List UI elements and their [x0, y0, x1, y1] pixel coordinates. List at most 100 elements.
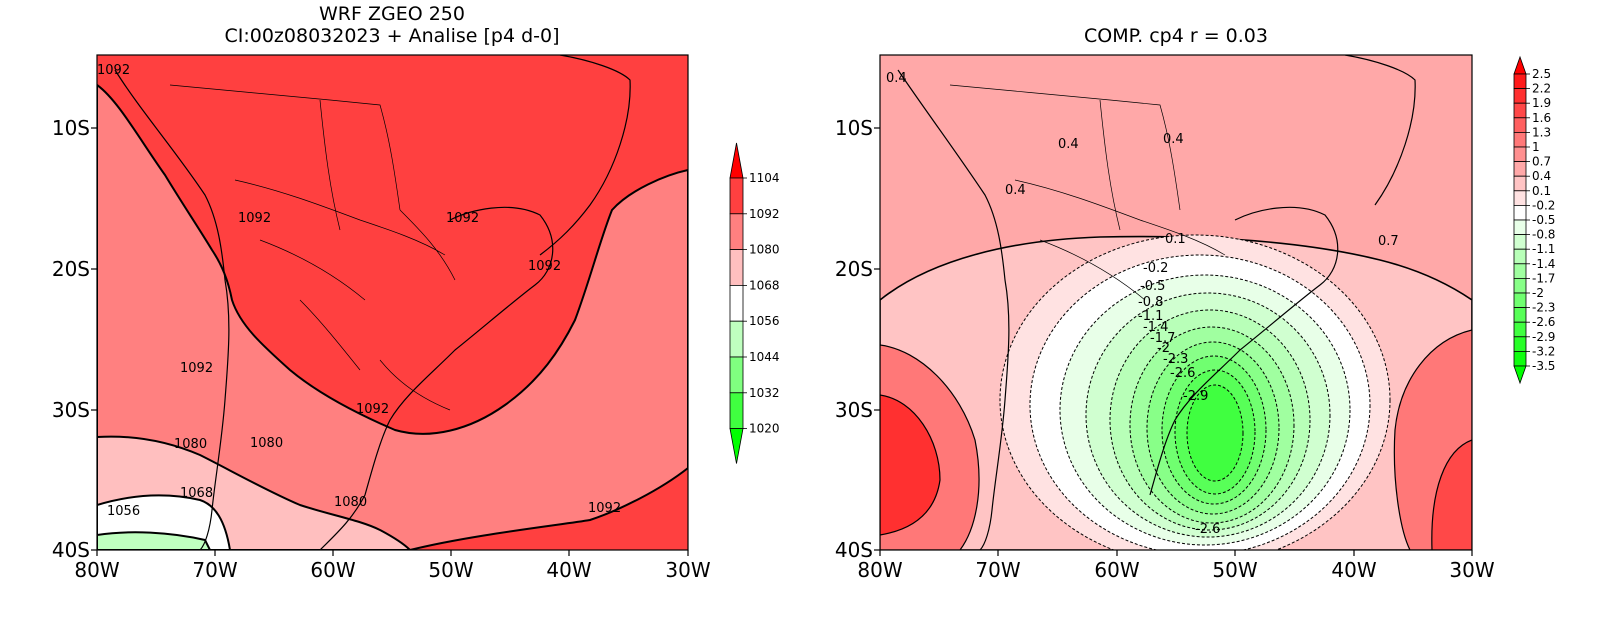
right-lon-label-70w: 70W — [975, 558, 1020, 582]
left-lat-axis: 10S 20S 30S 40S — [52, 116, 90, 562]
right-map-frame — [879, 54, 1473, 551]
right-colorbar-swatch — [1513, 131, 1527, 148]
right-axis-ticks — [874, 127, 1473, 556]
left-filled-contours — [97, 55, 688, 550]
left-axis-ticks — [91, 127, 689, 556]
right-colorbar-swatch — [1513, 350, 1527, 367]
right-colorbar-label: -2 — [1532, 286, 1544, 300]
left-map-panel: WRF ZGEO 250 CI:00z08032023 + Analise [p… — [52, 3, 780, 582]
left-colorbar: 1104 1092 1080 1068 1056 1044 1032 1020 — [729, 142, 780, 464]
right-colorbar-swatch — [1513, 117, 1527, 133]
left-lon-label-70w: 70W — [192, 558, 237, 582]
right-contour-label: 0.1 — [1165, 232, 1186, 247]
right-field-west-core — [880, 394, 941, 536]
left-colorbar-swatch — [729, 356, 744, 394]
right-lon-label-80w: 80W — [857, 558, 902, 582]
right-map-panel: COMP. cp4 r = 0.03 0.4 0.4 0.4 — [835, 25, 1556, 582]
left-colorbar-swatch — [729, 177, 744, 215]
right-contour-label: -2.6 — [1170, 366, 1195, 381]
right-contour-label: 0.4 — [1005, 183, 1026, 198]
right-contour-label: -0.8 — [1138, 295, 1163, 310]
left-colorbar-triangle-bottom — [729, 428, 744, 464]
right-contour-label: -0.5 — [1140, 279, 1165, 294]
left-contour-labels: 1092 1092 1092 1092 1092 1092 1092 1080 … — [97, 63, 621, 519]
right-lat-label-30s: 30S — [835, 398, 873, 422]
left-lon-label-30w: 30W — [665, 558, 710, 582]
right-lat-axis: 10S 20S 30S 40S — [835, 116, 873, 562]
right-lon-label-40w: 40W — [1331, 558, 1376, 582]
right-contour-label: -2.9 — [1183, 389, 1208, 404]
right-contour-label: 0.4 — [1058, 137, 1079, 152]
left-lat-label-40s: 40S — [52, 538, 90, 562]
right-lon-axis: 80W 70W 60W 50W 40W 30W — [857, 558, 1494, 582]
right-contour-label: -2 — [1157, 341, 1170, 356]
right-colorbar-swatch — [1513, 146, 1527, 163]
left-lat-label-30s: 30S — [52, 398, 90, 422]
right-colorbar-triangle-bottom — [1513, 365, 1527, 385]
left-colorbar-label: 1104 — [749, 171, 780, 185]
right-colorbar-label: -2.3 — [1532, 301, 1555, 315]
left-title-line1: WRF ZGEO 250 — [319, 3, 465, 25]
right-colorbar-swatch — [1513, 204, 1527, 221]
left-colorbar-label: 1068 — [749, 278, 780, 292]
left-colorbar-label: 1044 — [749, 350, 780, 364]
right-lon-label-30w: 30W — [1449, 558, 1494, 582]
right-colorbar-label: -2.6 — [1532, 315, 1555, 329]
right-contour-label: 0.4 — [886, 71, 907, 86]
left-contour-label: 1080 — [174, 437, 207, 452]
left-contour-label: 1080 — [334, 495, 367, 510]
right-contour-label: -1.7 — [1150, 331, 1175, 346]
left-contour-label: 1092 — [528, 259, 561, 274]
left-map-frame — [96, 54, 689, 551]
right-colorbar-label: 0.4 — [1532, 169, 1551, 183]
right-lat-label-40s: 40S — [835, 538, 873, 562]
right-colorbar-label: 0.1 — [1532, 184, 1551, 198]
right-colorbar-swatch — [1513, 234, 1527, 250]
right-colorbar-label: 0.7 — [1532, 155, 1551, 169]
right-country-borders — [949, 84, 1226, 301]
right-colorbar-swatch — [1513, 307, 1527, 323]
right-contour-label: -2.6 — [1195, 522, 1220, 537]
right-contour-label: -1.1 — [1138, 309, 1163, 324]
right-contour-label: 0.7 — [1378, 234, 1399, 249]
left-colorbar-swatch — [729, 249, 744, 286]
left-field-1044-band — [97, 531, 212, 550]
right-lat-label-20s: 20S — [835, 257, 873, 281]
right-colorbar-label: 1 — [1532, 140, 1540, 154]
left-colorbar-swatch — [729, 320, 744, 358]
left-colorbar-label: 1032 — [749, 386, 780, 400]
right-colorbar-swatch — [1513, 161, 1527, 177]
left-colorbar-label: 1080 — [749, 243, 780, 257]
left-colorbar-triangle-top — [729, 142, 744, 179]
left-lon-axis: 80W 70W 60W 50W 40W 30W — [74, 558, 710, 582]
left-contour-label: 1092 — [588, 501, 621, 516]
right-lon-label-60w: 60W — [1094, 558, 1139, 582]
right-colorbar-label: -3.2 — [1532, 344, 1555, 358]
right-colorbar-label: -3.5 — [1532, 359, 1555, 373]
right-contour-label: -2.3 — [1163, 352, 1188, 367]
right-lon-label-50w: 50W — [1212, 558, 1257, 582]
right-colorbar-label: -0.2 — [1532, 198, 1555, 212]
right-colorbar-label: -0.8 — [1532, 228, 1555, 242]
left-lon-label-40w: 40W — [546, 558, 591, 582]
right-lat-label-10s: 10S — [835, 116, 873, 140]
right-colorbar-swatch — [1513, 102, 1527, 119]
left-lon-label-60w: 60W — [310, 558, 355, 582]
left-colorbar-label: 1092 — [749, 207, 780, 221]
left-coastline — [114, 55, 631, 550]
left-lon-label-80w: 80W — [74, 558, 119, 582]
right-colorbar-swatch — [1513, 219, 1527, 236]
right-colorbar-swatch — [1513, 263, 1527, 279]
right-contour-label: -0.2 — [1143, 261, 1168, 276]
right-colorbar-swatch — [1513, 190, 1527, 206]
left-contour-label: 1068 — [180, 486, 213, 501]
left-colorbar-swatch — [729, 284, 744, 322]
right-colorbar-swatch — [1513, 88, 1527, 104]
right-colorbar-label: -2.9 — [1532, 330, 1555, 344]
right-filled-contours — [880, 55, 1472, 550]
right-colorbar-label: 1.6 — [1532, 111, 1551, 125]
left-field-1080-band — [97, 83, 688, 550]
left-lat-label-10s: 10S — [52, 116, 90, 140]
right-colorbar-label: 1.9 — [1532, 96, 1551, 110]
